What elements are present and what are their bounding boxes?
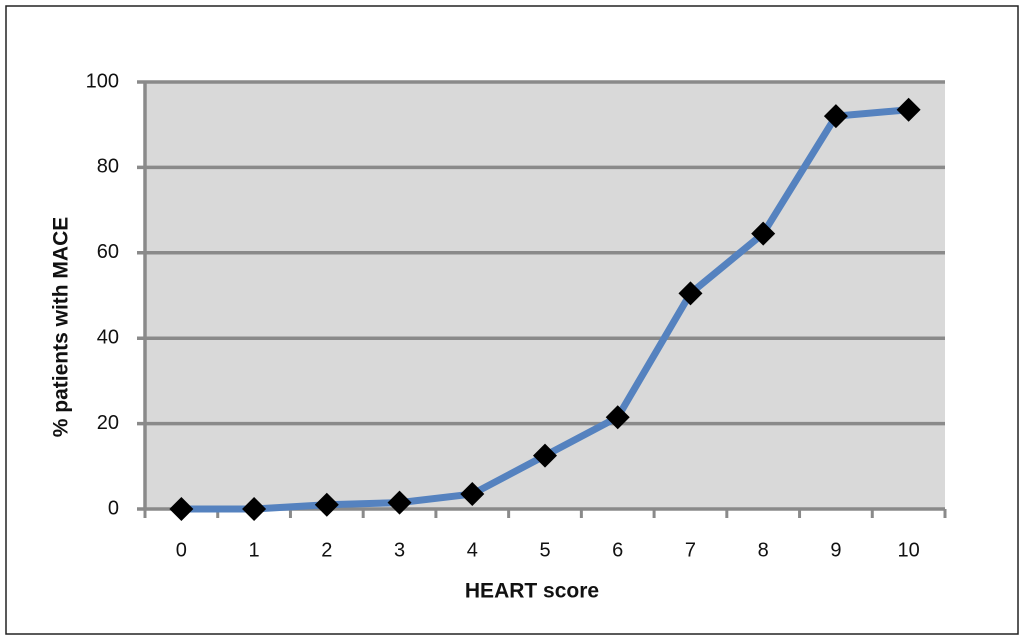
x-tick-label: 4 [467, 539, 478, 561]
x-tick-label: 10 [898, 539, 920, 561]
data-marker [533, 443, 557, 468]
data-marker [751, 221, 776, 246]
y-tick-label: 40 [97, 326, 119, 348]
x-tick-label: 0 [176, 539, 187, 561]
y-tick-label: 20 [97, 412, 119, 434]
x-tick-label: 7 [685, 539, 696, 561]
x-tick-label: 6 [612, 539, 623, 561]
data-marker [605, 405, 630, 430]
y-tick-label: 100 [86, 70, 119, 92]
x-tick-label: 2 [321, 539, 332, 561]
data-marker [169, 497, 194, 521]
x-tick-label: 1 [249, 539, 260, 561]
data-marker [896, 97, 921, 122]
data-marker [460, 482, 485, 507]
y-tick-label: 0 [108, 497, 119, 519]
x-axis-label: HEART score [465, 580, 599, 603]
data-marker [823, 104, 848, 129]
data-marker [387, 490, 412, 515]
x-tick-label: 3 [394, 539, 405, 561]
data-marker [242, 497, 267, 521]
y-tick-label: 80 [97, 156, 119, 178]
data-marker [678, 281, 703, 306]
data-marker [314, 492, 339, 517]
x-tick-label: 5 [539, 539, 550, 561]
y-axis-label: % patients with MACE [50, 217, 73, 438]
y-tick-label: 60 [97, 241, 119, 263]
x-tick-label: 9 [830, 539, 841, 561]
x-tick-label: 8 [758, 539, 769, 561]
